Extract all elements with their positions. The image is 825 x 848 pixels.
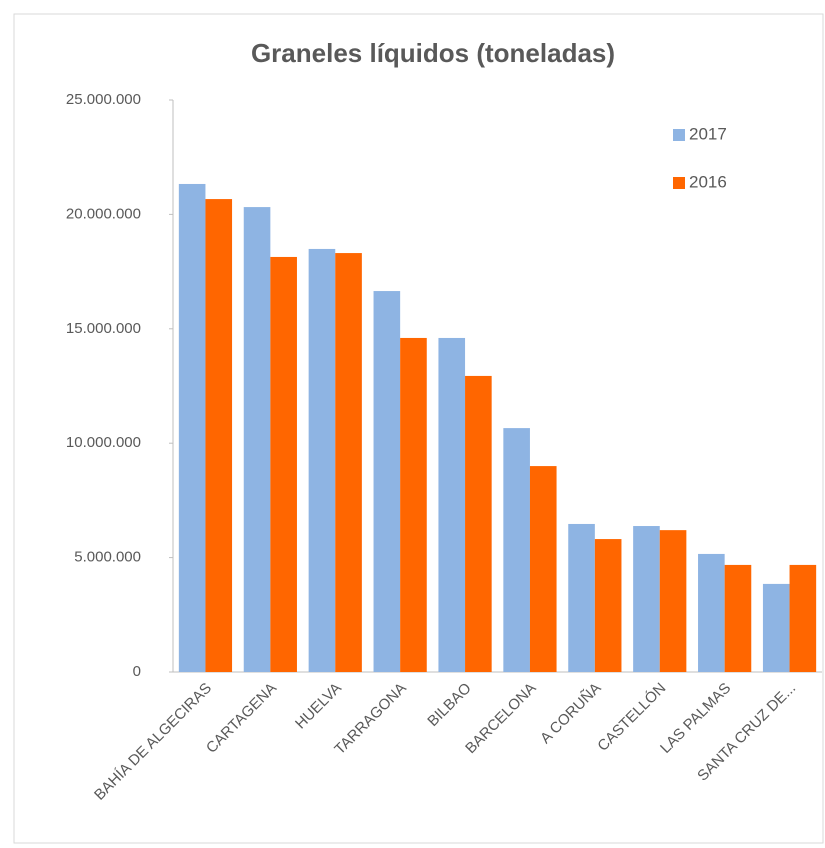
bar <box>594 539 622 672</box>
bar <box>438 337 466 672</box>
bar <box>633 526 660 672</box>
chart-title: Graneles líquidos (toneladas) <box>251 38 615 68</box>
legend-label: 2017 <box>689 124 727 143</box>
bar <box>308 248 336 673</box>
bar <box>400 337 427 672</box>
bar <box>373 291 401 672</box>
bar <box>568 523 595 672</box>
bar <box>503 428 530 672</box>
bar <box>465 375 492 672</box>
bar <box>789 564 817 672</box>
bar <box>205 199 233 672</box>
bar <box>762 583 790 672</box>
bar <box>243 207 271 672</box>
y-tick-label: 0 <box>133 663 141 680</box>
legend-swatch <box>673 177 685 189</box>
y-tick-label: 5.000.000 <box>74 549 141 566</box>
bar <box>659 530 687 672</box>
legend-label: 2016 <box>689 172 727 191</box>
legend-swatch <box>673 129 685 141</box>
bar <box>698 553 725 672</box>
bar <box>724 564 752 672</box>
y-tick-label: 25.000.000 <box>66 91 141 108</box>
bar <box>270 256 297 672</box>
bar <box>178 183 206 672</box>
bar <box>335 253 362 672</box>
y-tick-label: 15.000.000 <box>66 320 141 337</box>
y-tick-label: 10.000.000 <box>66 434 141 451</box>
bar <box>529 466 557 672</box>
y-tick-label: 20.000.000 <box>66 205 141 222</box>
